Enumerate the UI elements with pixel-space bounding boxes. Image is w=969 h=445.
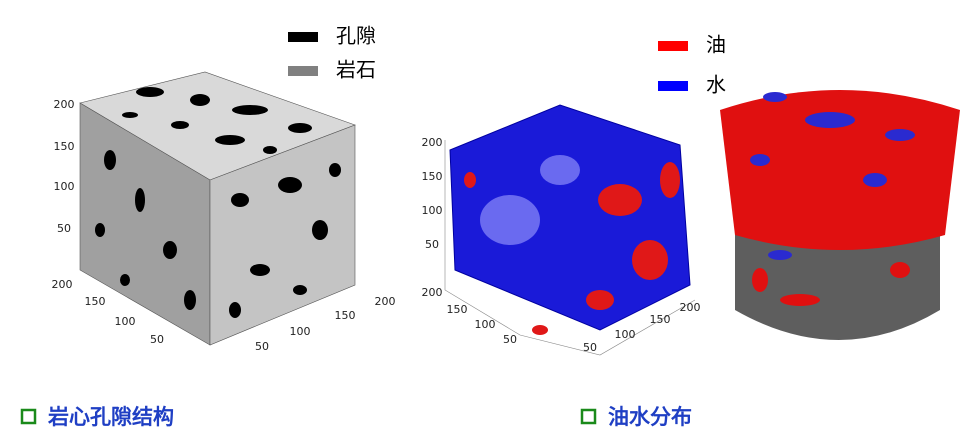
caption: 岩心孔隙结构 xyxy=(47,405,174,429)
core-cylinder xyxy=(720,90,960,340)
fluid-cube xyxy=(444,104,696,356)
legend-swatch xyxy=(288,66,318,76)
tick-label: 150 xyxy=(54,140,75,153)
legend-swatch xyxy=(658,81,688,91)
bullet xyxy=(580,408,597,425)
tick-label: 100 xyxy=(422,204,443,217)
tick-label: 150 xyxy=(85,295,106,308)
tick-label: 200 xyxy=(680,301,701,314)
legend-swatch xyxy=(288,32,318,42)
pore-cube xyxy=(79,71,356,346)
tick-label: 50 xyxy=(255,340,269,353)
legend-swatch xyxy=(658,41,688,51)
tick-label: 50 xyxy=(57,222,71,235)
tick-label: 100 xyxy=(290,325,311,338)
tick-label: 200 xyxy=(422,136,443,149)
tick-label: 100 xyxy=(615,328,636,341)
tick-label: 200 xyxy=(375,295,396,308)
bullet xyxy=(20,408,37,425)
tick-label: 100 xyxy=(54,180,75,193)
tick-label: 50 xyxy=(583,341,597,354)
tick-label: 150 xyxy=(650,313,671,326)
tick-label: 50 xyxy=(425,238,439,251)
legend-label: 水 xyxy=(706,73,726,97)
tick-label: 200 xyxy=(54,98,75,111)
legend-label: 孔隙 xyxy=(336,24,376,48)
legend-label: 油 xyxy=(706,33,726,57)
tick-label: 200 xyxy=(422,286,443,299)
tick-label: 50 xyxy=(503,333,517,346)
tick-label: 150 xyxy=(335,309,356,322)
tick-label: 100 xyxy=(475,318,496,331)
tick-label: 50 xyxy=(150,333,164,346)
tick-label: 200 xyxy=(52,278,73,291)
tick-label: 100 xyxy=(115,315,136,328)
tick-label: 150 xyxy=(447,303,468,316)
tick-label: 150 xyxy=(422,170,443,183)
caption: 油水分布 xyxy=(608,405,692,429)
legend-label: 岩石 xyxy=(336,58,376,82)
